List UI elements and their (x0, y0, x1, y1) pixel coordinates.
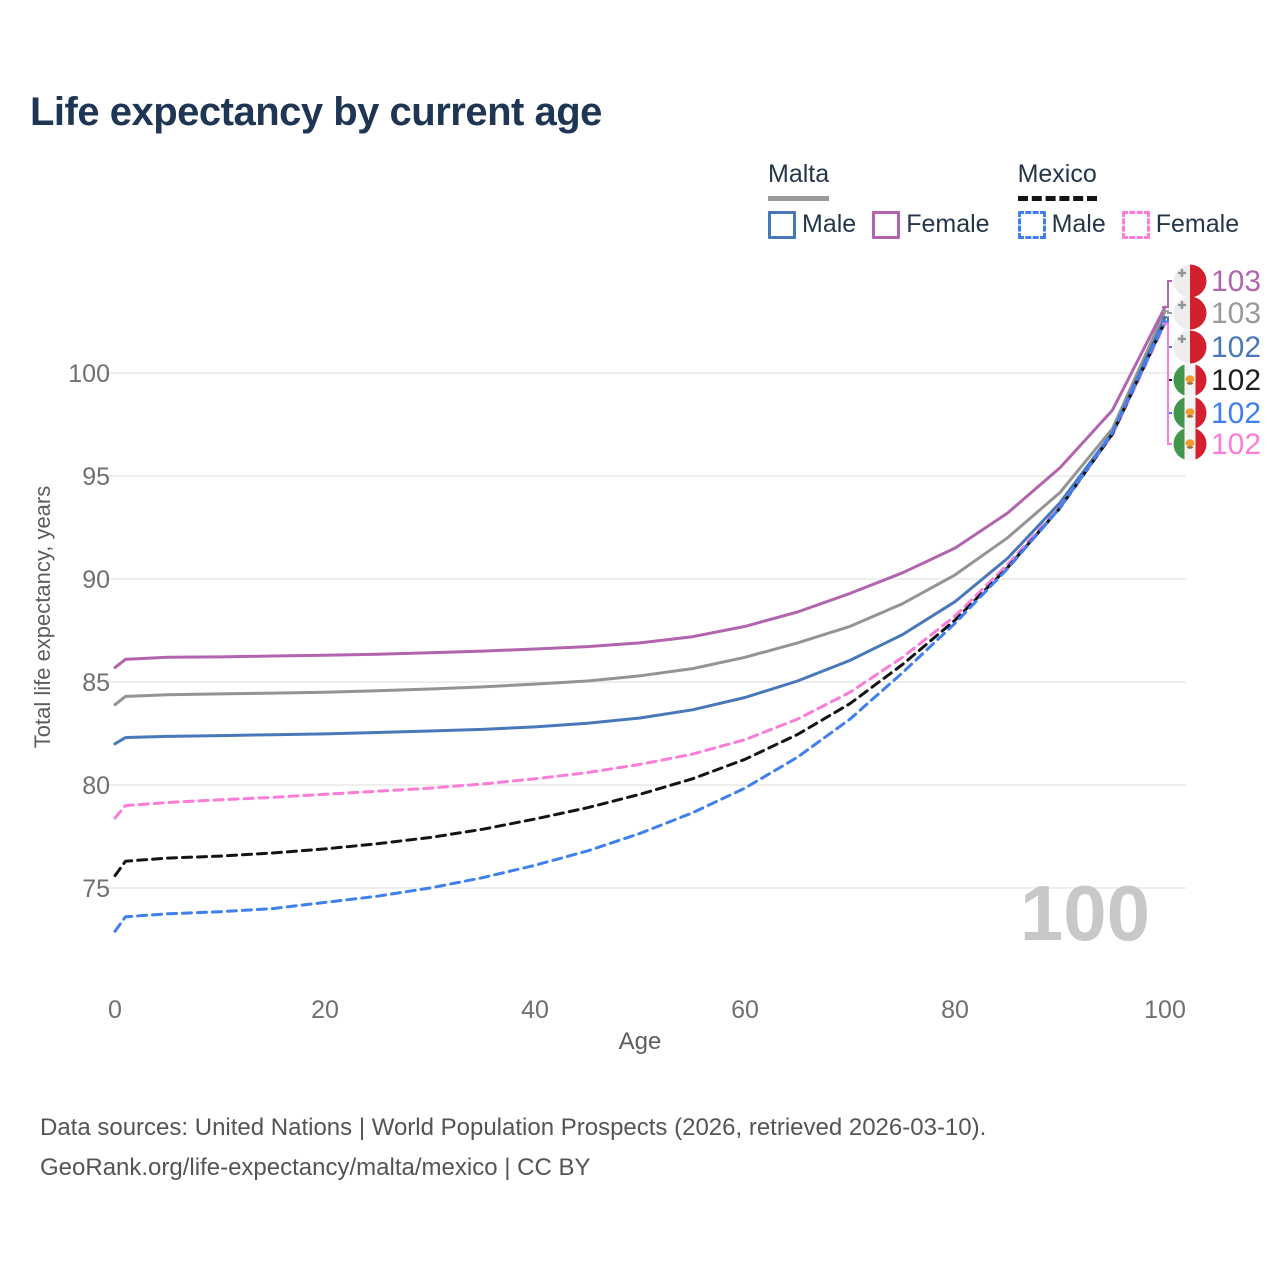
line-malta-female[interactable] (113, 305, 1167, 670)
y-axis-title: Total life expectancy, years (30, 485, 55, 749)
endpoint-value: 102 (1211, 397, 1261, 430)
legend-item-label: Male (802, 210, 857, 238)
mexico-flag-icon (1173, 363, 1207, 397)
endpoint-leader-line (1162, 280, 1172, 309)
x-tick-label: 20 (311, 996, 339, 1024)
endpoint-value: 102 (1211, 331, 1261, 364)
line-mexico-total[interactable] (113, 320, 1167, 878)
legend-item-label: Male (1051, 210, 1106, 238)
attribution-text: GeoRank.org/life-expectancy/malta/mexico… (40, 1154, 591, 1181)
line-mexico-male[interactable] (113, 320, 1167, 933)
data-sources-text: Data sources: United Nations | World Pop… (40, 1114, 987, 1141)
line-malta-male[interactable] (113, 315, 1167, 746)
legend-country-malta[interactable]: Malta (768, 160, 830, 201)
y-tick-label: 80 (82, 772, 110, 800)
malta-flag-icon (1173, 264, 1207, 298)
y-tick-label: 95 (82, 463, 110, 491)
y-tick-label: 100 (68, 360, 110, 388)
endpoint-value: 102 (1211, 364, 1261, 397)
legend-item-mexico-female[interactable]: Female (1121, 210, 1240, 239)
x-tick-label: 80 (941, 996, 969, 1024)
mexico-flag-icon (1173, 427, 1207, 461)
x-tick-label: 100 (1144, 996, 1186, 1024)
malta-flag-icon (1173, 330, 1207, 364)
legend: Malta Male Female Mexico Male (768, 160, 1239, 239)
legend-item-label: Female (906, 210, 990, 238)
y-tick-label: 75 (82, 875, 110, 903)
legend-item-malta-female[interactable]: Female (872, 210, 990, 239)
x-axis-title: Age (618, 1028, 662, 1055)
mexico-female-swatch-icon (1121, 210, 1150, 239)
legend-group-malta: Malta Male Female (768, 160, 990, 239)
legend-item-mexico-male[interactable]: Male (1017, 210, 1106, 239)
x-tick-label: 60 (731, 996, 759, 1024)
malta-male-swatch-icon (768, 210, 796, 239)
legend-item-malta-male[interactable]: Male (768, 210, 856, 239)
x-tick-label: 40 (521, 996, 549, 1024)
y-tick-label: 85 (82, 669, 110, 697)
endpoint-value: 102 (1211, 428, 1261, 461)
age-watermark: 100 (1019, 869, 1150, 957)
line-malta-total[interactable] (113, 309, 1167, 707)
footer: Data sources: United Nations | World Pop… (40, 1108, 986, 1188)
endpoint-leader-line (1162, 322, 1172, 445)
malta-female-swatch-icon (872, 210, 901, 239)
mexico-flag-icon (1173, 396, 1207, 430)
line-mexico-female[interactable] (113, 322, 1167, 820)
legend-group-mexico: Mexico Male Female (1017, 160, 1240, 239)
mexico-male-swatch-icon (1017, 210, 1046, 239)
x-tick-label: 0 (108, 996, 122, 1024)
endpoint-leader-line (1162, 310, 1172, 314)
page-title: Life expectancy by current age (30, 90, 602, 134)
y-tick-label: 90 (82, 566, 110, 594)
malta-flag-icon (1173, 296, 1207, 330)
endpoint-value: 103 (1211, 265, 1261, 298)
legend-item-label: Female (1155, 210, 1240, 238)
legend-country-mexico[interactable]: Mexico (1017, 160, 1097, 201)
endpoint-value: 103 (1211, 297, 1261, 330)
